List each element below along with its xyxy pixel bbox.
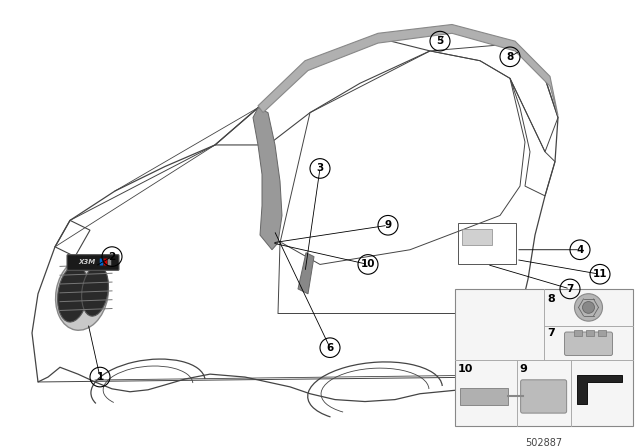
Polygon shape [298, 253, 314, 294]
Text: 7: 7 [566, 284, 573, 294]
Text: 1: 1 [97, 372, 104, 382]
Text: 2: 2 [108, 252, 116, 262]
Text: 8: 8 [506, 52, 514, 62]
Text: 4: 4 [576, 245, 584, 255]
Text: 502887: 502887 [525, 438, 563, 448]
Circle shape [575, 294, 602, 321]
Text: 5: 5 [436, 36, 444, 46]
Text: X3M: X3M [78, 259, 95, 266]
Text: 10: 10 [458, 364, 474, 374]
Bar [598, 330, 605, 336]
Text: 8: 8 [548, 294, 556, 304]
Bar [460, 388, 508, 405]
Text: 11: 11 [593, 269, 607, 279]
Text: 6: 6 [326, 343, 333, 353]
Ellipse shape [56, 258, 108, 330]
Text: 7: 7 [548, 328, 556, 338]
FancyBboxPatch shape [521, 380, 566, 413]
FancyBboxPatch shape [564, 332, 612, 356]
Polygon shape [577, 375, 623, 404]
Bar [573, 330, 582, 336]
Circle shape [582, 302, 595, 313]
Text: 9: 9 [385, 220, 392, 230]
Ellipse shape [58, 266, 88, 322]
Polygon shape [253, 108, 282, 250]
Bar [455, 289, 633, 426]
Bar [586, 330, 593, 336]
Ellipse shape [82, 266, 108, 316]
Text: 10: 10 [361, 259, 375, 269]
FancyBboxPatch shape [67, 254, 119, 270]
Text: 9: 9 [519, 364, 527, 374]
Polygon shape [258, 25, 558, 116]
Text: 3: 3 [316, 164, 324, 173]
Bar [458, 223, 516, 264]
Bar [462, 229, 492, 245]
